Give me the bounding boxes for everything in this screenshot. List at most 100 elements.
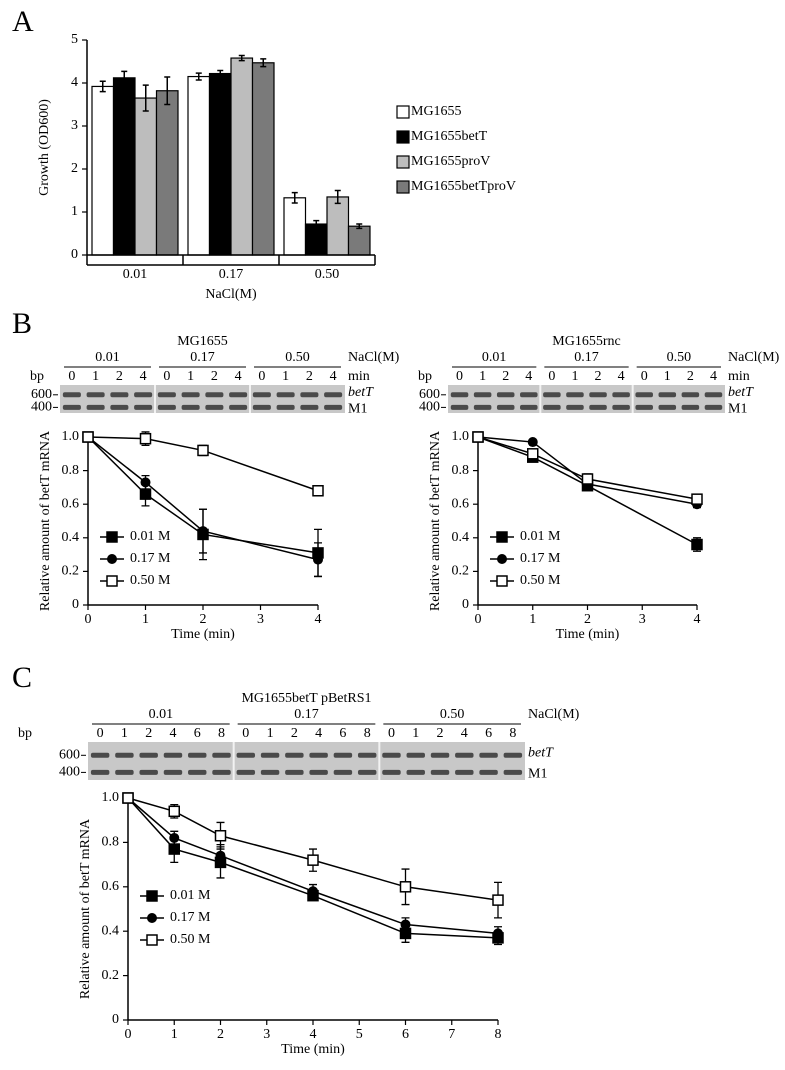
series-line [87,436,319,554]
gel-lane-label: 2 [595,369,602,384]
y-tick-label: 0.6 [102,879,120,894]
legend-marker [106,575,118,587]
y-axis-label: Relative amount of betT mRNA [428,430,443,611]
gel-band [181,392,200,398]
gel-lane-label: 2 [306,369,313,384]
x-tick-label: 1 [529,612,536,627]
legend-marker [146,890,158,902]
y-tick-label: 0.8 [452,463,470,478]
gel-lane-label: 0 [641,369,648,384]
y-tick-label: 3 [71,118,78,133]
marker [139,432,152,445]
panel-label: A [12,5,34,38]
gel-band [333,769,353,775]
gel-group-title: NaCl(M) [348,350,400,365]
legend-marker [496,575,508,587]
gel-band [382,752,401,758]
error-bar [334,189,341,205]
x-tick-label: 8 [495,1027,502,1042]
gel-band [157,404,176,410]
gel-band [90,769,110,775]
y-tick-label: 0.6 [62,496,80,511]
gel-lane-label: 0 [97,726,104,741]
gel-band [704,392,723,398]
bar [155,90,179,256]
gel-band [205,404,224,410]
panel-label: C [12,661,32,694]
y-tick-label: 0 [72,597,79,612]
gel-band [324,392,343,398]
gel-band [406,752,425,758]
x-tick-label: 2 [200,612,207,627]
gel-band [430,769,450,775]
gel-band [139,769,158,775]
gel-marker-label: 400 [59,765,80,780]
y-tick-label: 0.4 [452,530,470,545]
series-line [477,436,698,500]
gel-lane-label: 0 [258,369,265,384]
gel-lane-label: 4 [710,369,717,384]
gel-lane-label: 0 [242,726,249,741]
marker [492,894,504,906]
gel-lane-label: 2 [437,726,444,741]
error-bar [356,223,363,230]
gel-lane-label: 2 [502,369,509,384]
gel-lane-label: 4 [618,369,625,384]
gel-lane-label: 1 [479,369,486,384]
gel-lane-label: 1 [92,369,99,384]
legend-label: 0.50 M [520,573,561,588]
marker [691,493,703,505]
gel-band [110,404,129,410]
gel-band [260,752,280,758]
legend-marker [147,913,157,923]
legend-swatch [396,180,410,194]
series-line [87,436,319,492]
y-tick-label: 2 [71,161,78,176]
gel-lane-label: 4 [330,369,337,384]
gel-band [543,392,561,398]
gel-title: MG1655betT pBetRS1 [241,691,371,706]
marker [214,829,227,842]
gel-band [473,404,492,410]
gel-band [704,404,723,410]
panel-label: B [12,307,32,340]
gel-band [252,404,271,410]
gel-band [163,769,183,775]
gel-group-label: 0.50 [440,707,465,722]
marker [168,843,180,855]
x-tick-label: 6 [402,1027,409,1042]
gel-group-title: NaCl(M) [528,707,580,722]
gel-lane-label: 0 [68,369,75,384]
gel-band [260,769,280,775]
gel-group-label: 0.17 [190,350,215,365]
gel-lane-label: 8 [218,726,225,741]
y-tick-label: 0.8 [62,463,80,478]
gel-band [635,404,653,410]
bar [283,197,307,256]
gel-band [496,392,515,398]
gel-marker-label: 600 [59,748,80,763]
error-bar [164,76,171,106]
gel-band [300,404,319,410]
marker [308,886,318,897]
gel-band [357,752,377,758]
x-tick-label: 0 [475,612,482,627]
bar [347,225,371,256]
marker [82,431,94,443]
marker [139,488,152,500]
error-bar [99,80,106,93]
gel-band [333,752,353,758]
gel-band [543,404,561,410]
gel-lane-label: 1 [664,369,671,384]
gel-lane-label: 1 [267,726,274,741]
y-tick-label: 0 [71,247,78,262]
gel-lane-label: 0 [548,369,555,384]
x-tick-label: 1 [142,612,149,627]
y-tick-label: 0.8 [102,835,120,850]
gel-band [285,769,304,775]
gel-band-label: M1 [348,402,367,417]
gel-image [88,742,525,780]
gel-band-label: betT [728,385,754,400]
legend-label: 0.01 M [170,888,211,903]
error-bar [121,70,128,86]
